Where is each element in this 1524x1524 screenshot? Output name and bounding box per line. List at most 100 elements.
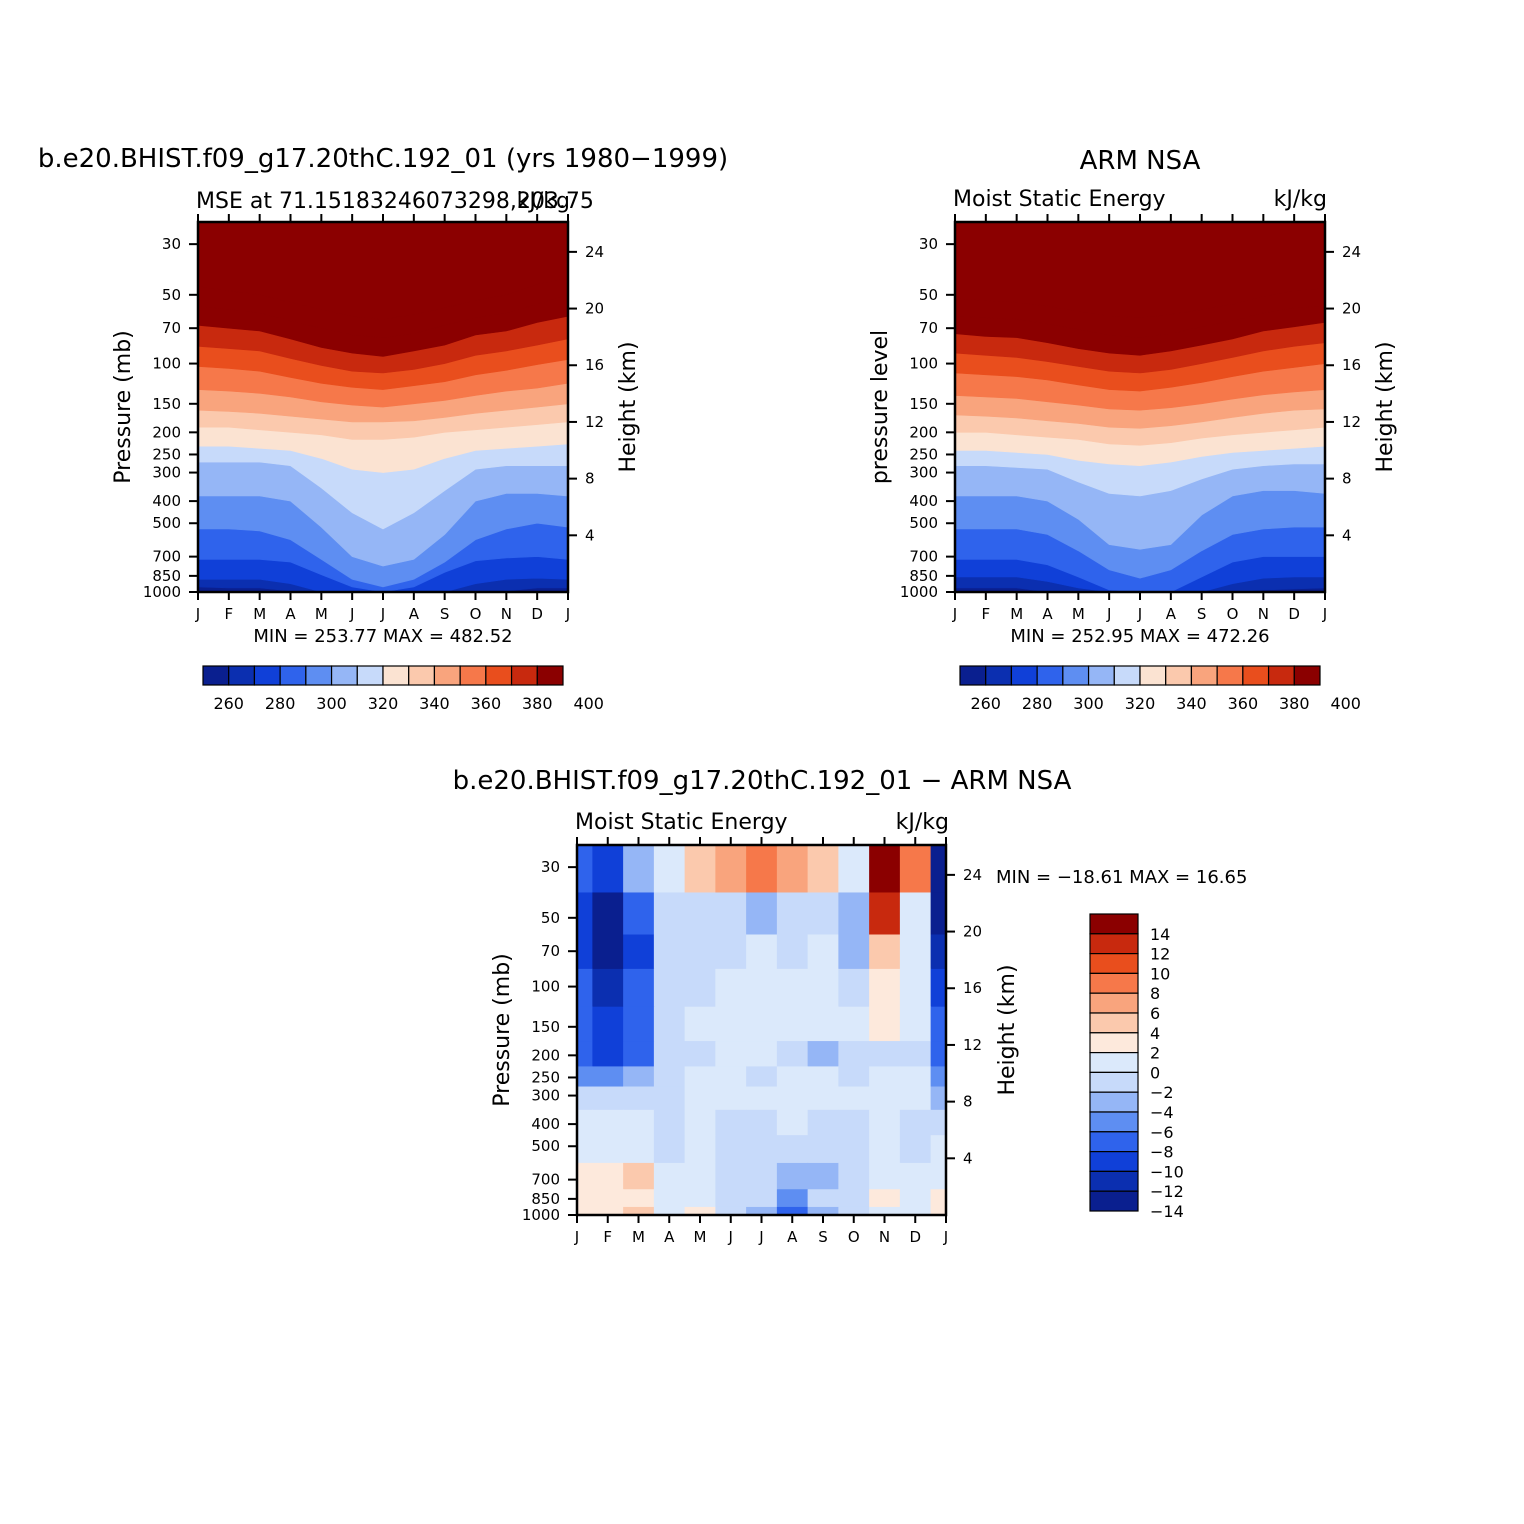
field-cell [746,1189,778,1208]
field-cell [684,1135,716,1164]
panel-diff-units-label: kJ/kg [896,810,949,835]
field-cell [715,1109,747,1136]
y-tick-label: 300 [531,1087,560,1105]
panel-model-field [197,221,569,593]
y-tick-label: 250 [152,445,181,463]
colorbar-label: 360 [1228,694,1259,713]
field-cell [684,1066,716,1088]
x-tick-label: D [1288,605,1300,623]
field-cell [592,1206,624,1216]
field-cell [838,1086,870,1111]
field-cell [746,845,778,893]
panel-diff-minmax: MIN = −18.61 MAX = 16.65 [996,867,1247,888]
y-tick-label: 250 [909,445,938,463]
field-cell [623,1162,655,1190]
colorbar-label: 14 [1150,925,1170,944]
field-cell [746,968,778,1008]
y-right-tick-label: 8 [585,470,595,488]
y-tick-label: 50 [541,909,560,927]
x-tick-label: M [315,605,328,623]
field-cell [807,968,839,1008]
colorbar-swatch [253,665,281,686]
field-cell [930,845,947,893]
y-tick-label: 500 [531,1137,560,1155]
x-tick-label: J [758,1228,763,1246]
x-tick-label: M [1072,605,1085,623]
y-right-tick-label: 12 [963,1036,982,1054]
x-tick-label: J [195,605,200,623]
y-tick-label: 70 [919,319,938,337]
field-cell [930,1109,947,1136]
y-tick-label: 300 [152,464,181,482]
y-tick-label: 850 [152,567,181,585]
colorbar-label: 12 [1150,945,1170,964]
field-cell [592,892,624,936]
field-cell [653,1041,686,1067]
colorbar-label: 260 [213,694,244,713]
field-cell [577,892,593,936]
field-cell [653,892,686,936]
field-cell [653,1109,686,1136]
x-tick-label: A [664,1228,675,1246]
x-tick-label: F [603,1228,612,1246]
y-right-tick-label: 24 [1342,243,1361,261]
colorbar-swatch [279,665,307,686]
field-cell [653,1189,686,1208]
y-tick-label: 400 [909,492,938,510]
field-cell [577,845,593,893]
field-cell [623,1086,655,1111]
field-cell [746,1006,778,1042]
colorbar-label: 360 [471,694,502,713]
panel-diff-field [577,845,947,1216]
panel-model-units-label: kJ/kg [517,189,570,214]
x-tick-label: J [952,605,957,623]
y-tick-label: 70 [541,942,560,960]
colorbar-swatch [356,665,384,686]
colorbar-label: 380 [522,694,553,713]
field-cell [684,968,716,1008]
panel-obs-field [954,221,1326,593]
field-cell [807,1006,839,1042]
y-tick-label: 1000 [143,583,181,601]
field-cell [653,934,686,970]
field-cell [776,1006,809,1042]
y-tick-label: 30 [162,235,181,253]
y-tick-label: 70 [162,319,181,337]
colorbar-label: 280 [265,694,296,713]
x-tick-label: J [1322,605,1327,623]
field-cell [807,1041,839,1067]
field-cell [592,1109,624,1136]
field-cell [838,1041,870,1067]
x-tick-label: J [565,605,570,623]
y-tick-label: 850 [531,1190,560,1208]
panel-diff: b.e20.BHIST.f09_g17.20thC.192_01 − ARM N… [453,766,1248,1246]
colorbar-swatch [1087,665,1115,686]
colorbar-label: 300 [1073,694,1104,713]
field-cell [869,1135,901,1164]
field-cell [623,845,655,893]
colorbar-label: −12 [1150,1182,1184,1201]
y-tick-label: 500 [909,514,938,532]
x-tick-label: D [531,605,543,623]
panel-model-title: b.e20.BHIST.f09_g17.20thC.192_01 (yrs 19… [38,144,728,174]
colorbar-label: 340 [1176,694,1207,713]
field-cell [838,1109,870,1136]
field-cell [592,1162,624,1190]
y-tick-label: 700 [531,1171,560,1189]
field-cell [715,1066,747,1088]
y-right-tick-label: 8 [1342,470,1352,488]
field-cell [577,968,593,1008]
field-cell [776,1162,809,1190]
y-tick-label: 850 [909,567,938,585]
y-right-tick-label: 4 [963,1149,973,1167]
x-tick-label: J [1137,605,1142,623]
field-cell [653,1086,686,1111]
field-cell [577,1135,593,1164]
colorbar-swatch [1165,665,1193,686]
colorbar-swatch [485,665,513,686]
colorbar-label: 400 [573,694,604,713]
field-cell [930,1006,947,1042]
x-tick-label: J [1106,605,1111,623]
colorbar-swatch [228,665,256,686]
field-cell [653,1135,686,1164]
